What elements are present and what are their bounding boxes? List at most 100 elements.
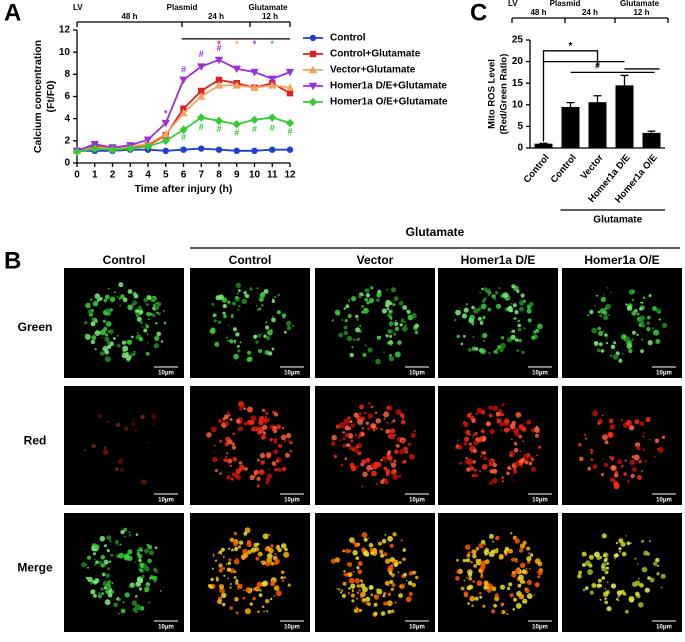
- signal-dot: [135, 610, 138, 613]
- signal-dot: [607, 582, 608, 583]
- data-point: [268, 113, 276, 121]
- signal-dot: [383, 351, 385, 353]
- signal-dot: [141, 575, 144, 578]
- signal-dot: [491, 609, 495, 613]
- signal-dot: [355, 434, 357, 436]
- signal-dot: [408, 443, 412, 447]
- signal-dot: [650, 578, 655, 583]
- signal-dot: [486, 421, 491, 426]
- signal-dot: [155, 322, 157, 324]
- signal-dot: [500, 585, 505, 590]
- signal-dot: [345, 433, 349, 437]
- signal-dot: [153, 424, 155, 426]
- signal-dot: [215, 560, 217, 562]
- signal-dot: [106, 574, 110, 578]
- signal-dot: [148, 342, 149, 343]
- signal-dot: [640, 349, 644, 353]
- signal-dot: [109, 313, 111, 315]
- signal-dot: [471, 549, 476, 554]
- signal-dot: [522, 440, 524, 442]
- signal-dot: [460, 308, 461, 309]
- signal-dot: [273, 449, 278, 454]
- signal-dot: [246, 587, 251, 592]
- signal-dot: [480, 455, 482, 457]
- signal-dot: [236, 469, 241, 474]
- signal-dot: [483, 456, 487, 460]
- signal-dot: [90, 583, 92, 585]
- signal-dot: [113, 337, 116, 340]
- signal-dot: [364, 412, 366, 414]
- signal-dot: [260, 453, 265, 458]
- signal-dot: [527, 308, 532, 313]
- signal-dot: [361, 305, 364, 308]
- signal-dot: [389, 322, 393, 326]
- signal-dot: [520, 463, 523, 466]
- signal-dot: [338, 333, 343, 338]
- signal-dot: [100, 587, 103, 590]
- signal-dot: [643, 297, 646, 300]
- signal-dot: [365, 288, 370, 293]
- signal-dot: [85, 564, 87, 566]
- signal-dot: [598, 311, 600, 313]
- signal-dot: [412, 313, 417, 318]
- signal-dot: [394, 460, 397, 463]
- signal-dot: [605, 440, 609, 444]
- significance-bracket: [544, 62, 660, 73]
- signal-dot: [627, 542, 631, 546]
- signal-dot: [496, 348, 498, 350]
- signal-dot: [154, 343, 159, 348]
- signal-dot: [598, 331, 603, 336]
- signal-dot: [110, 540, 112, 542]
- signal-dot: [598, 419, 603, 424]
- signal-dot: [108, 593, 113, 598]
- signal-dot: [499, 287, 501, 289]
- signal-dot: [226, 563, 228, 565]
- signal-dot: [522, 569, 527, 574]
- signal-dot: [250, 602, 253, 605]
- signal-dot: [235, 581, 239, 585]
- signal-dot: [492, 405, 498, 411]
- signal-dot: [228, 548, 230, 550]
- signal-dot: [618, 538, 623, 543]
- timeline-label: Plasmid: [167, 3, 198, 12]
- signal-dot: [403, 548, 407, 552]
- signal-dot: [391, 573, 395, 577]
- signal-dot: [127, 340, 132, 345]
- signal-dot: [401, 440, 404, 443]
- signal-dot: [237, 588, 239, 590]
- signal-dot: [512, 608, 515, 611]
- annotation: #: [181, 64, 186, 74]
- signal-dot: [488, 308, 492, 312]
- signal-dot: [251, 547, 256, 552]
- scale-bar-label: 10μm: [532, 371, 548, 377]
- signal-dot: [393, 562, 398, 567]
- signal-dot: [599, 599, 601, 601]
- signal-dot: [240, 403, 245, 408]
- signal-dot: [625, 610, 629, 614]
- signal-dot: [128, 586, 130, 588]
- signal-dot: [281, 571, 284, 574]
- signal-dot: [224, 414, 229, 419]
- signal-dot: [613, 341, 616, 344]
- signal-dot: [163, 310, 165, 312]
- signal-dot: [394, 450, 399, 455]
- signal-dot: [214, 342, 219, 347]
- signal-dot: [492, 463, 497, 468]
- signal-dot: [332, 319, 334, 321]
- signal-dot: [367, 427, 370, 430]
- signal-dot: [115, 467, 119, 471]
- signal-dot: [86, 577, 88, 579]
- signal-dot: [369, 543, 374, 548]
- signal-dot: [361, 547, 366, 552]
- signal-dot: [239, 541, 243, 545]
- signal-dot: [263, 610, 265, 612]
- signal-dot: [618, 596, 620, 598]
- signal-dot: [590, 591, 594, 595]
- signal-dot: [148, 601, 150, 603]
- data-point: [287, 90, 293, 96]
- signal-dot: [392, 532, 396, 536]
- signal-dot: [229, 587, 231, 589]
- signal-dot: [387, 610, 391, 614]
- signal-dot: [98, 561, 102, 565]
- signal-dot: [353, 448, 358, 453]
